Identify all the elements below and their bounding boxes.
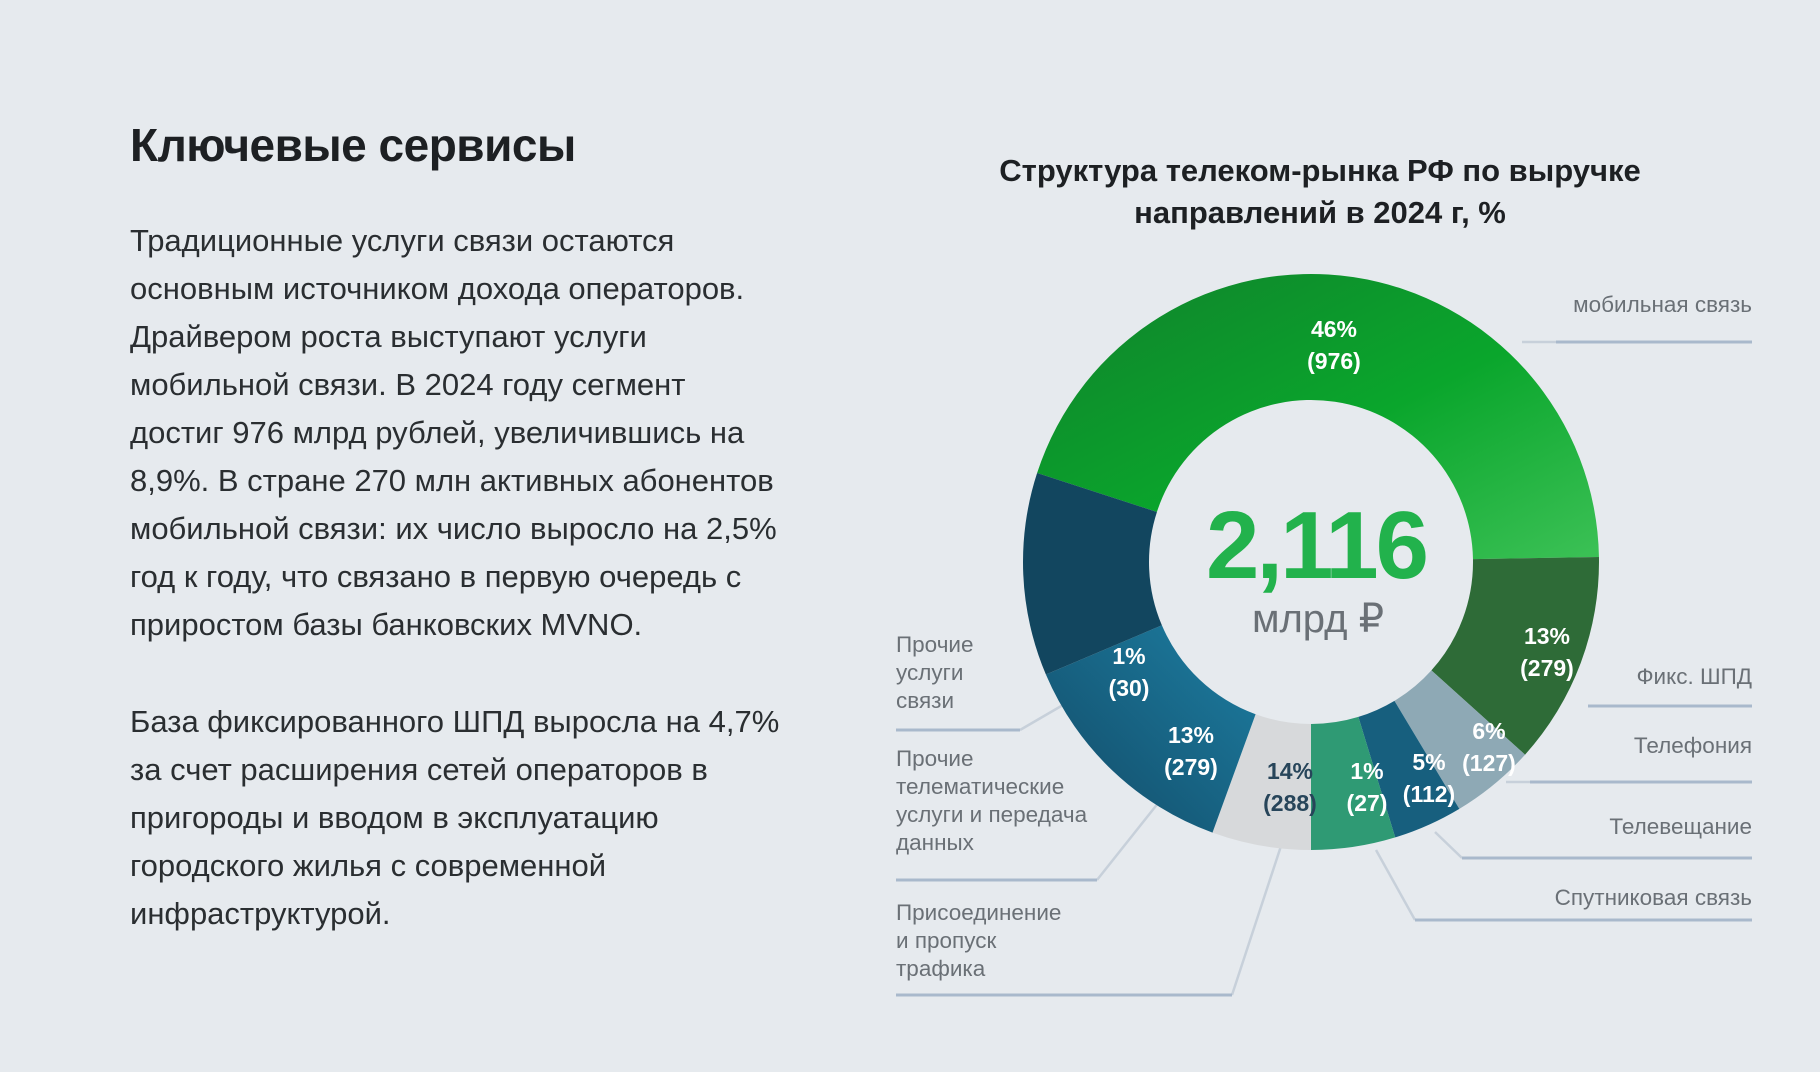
category-label: Фикс. ШПД — [1636, 664, 1752, 689]
text-line: пригороды и вводом в эксплуатацию — [130, 800, 659, 835]
segment-percent: 6% — [1472, 718, 1505, 744]
body-paragraph-1: Традиционные услуги связи остаются основ… — [130, 217, 830, 649]
segment-percent: 13% — [1524, 623, 1570, 649]
donut-segments — [1023, 273, 1600, 850]
segment-label: 13% (279) — [1164, 722, 1218, 780]
chart-title-line: Структура телеком-рынка РФ по выручке — [999, 153, 1641, 188]
category-label-line: телематические — [896, 774, 1064, 799]
segment-value: (30) — [1109, 675, 1150, 701]
segment-percent: 13% — [1168, 722, 1214, 748]
body-paragraph-2: База фиксированного ШПД выросла на 4,7% … — [130, 698, 830, 938]
category-label: Присоединение и пропуск трафика — [896, 900, 1061, 981]
segment-tv — [1358, 700, 1460, 838]
segment-percent: 5% — [1412, 749, 1445, 775]
segment-value: (112) — [1403, 781, 1455, 807]
text-line: достиг 976 млрд рублей, увеличившись на — [130, 415, 745, 450]
category-label-line: услуги — [896, 660, 963, 685]
category-label-line: данных — [896, 830, 975, 855]
category-label-line: Присоединение — [896, 900, 1061, 925]
chart-title: Структура телеком-рынка РФ по выручке на… — [940, 150, 1700, 234]
segment-label: 1% (30) — [1109, 643, 1150, 701]
category-label-line: Фикс. ШПД — [1636, 664, 1752, 689]
leader-line — [1096, 796, 1164, 881]
text-line: основным источником дохода операторов. — [130, 271, 745, 306]
segment-value: (976) — [1307, 348, 1361, 374]
text-line: Традиционные услуги связи остаются — [130, 223, 675, 258]
chart-title-line: направлений в 2024 г, % — [1134, 195, 1506, 230]
category-label-line: и пропуск — [896, 928, 996, 953]
category-label-line: Телефония — [1634, 733, 1752, 758]
text-line: за счет расширения сетей операторов в — [130, 752, 708, 787]
segment-percent: 14% — [1267, 758, 1313, 784]
segment-label: 14% (288) — [1263, 758, 1317, 816]
text-line: инфраструктурой. — [130, 896, 391, 931]
category-label-line: трафика — [896, 956, 986, 981]
segment-percent: 46% — [1311, 316, 1357, 342]
category-label: Телевещание — [1609, 814, 1752, 839]
leader-line — [1374, 849, 1417, 921]
category-label-line: Спутниковая связь — [1555, 885, 1752, 910]
segment-label: 5% (112) — [1403, 749, 1455, 807]
category-label-line: Прочие — [896, 746, 974, 771]
segment-label: 6% (127) — [1462, 718, 1516, 776]
center-total-value: 2,116 — [1206, 492, 1426, 599]
text-line: городского жилья с современной — [130, 848, 607, 883]
category-label-line: услуги и передача — [896, 802, 1088, 827]
segment-label: 1% (27) — [1347, 758, 1388, 816]
text-line: База фиксированного ШПД выросла на 4,7% — [130, 704, 780, 739]
segment-value: (127) — [1462, 750, 1516, 776]
segment-other-telematic — [1045, 625, 1256, 833]
segment-value: (279) — [1520, 655, 1574, 681]
category-label-line: Прочие — [896, 632, 974, 657]
segment-other-services — [1023, 473, 1162, 675]
category-label: мобильная связь — [1573, 292, 1752, 317]
category-label: Спутниковая связь — [1555, 885, 1752, 910]
category-label-line: Телевещание — [1609, 814, 1752, 839]
segment-percent: 1% — [1350, 758, 1383, 784]
segment-telephony — [1394, 670, 1526, 809]
category-label: Прочие услуги связи — [896, 632, 974, 713]
category-label: Телефония — [1634, 733, 1752, 758]
segment-value: (279) — [1164, 754, 1218, 780]
segment-interconnect — [1212, 714, 1311, 850]
segment-percent: 1% — [1112, 643, 1145, 669]
leader-lines — [896, 340, 1752, 997]
segment-satellite — [1311, 716, 1396, 850]
text-line: мобильной связи. В 2024 году сегмент — [130, 367, 686, 402]
segment-labels: 46% (976) 13% (279) 6% (127) 5% (112) 1% (27) 14% (… — [1109, 316, 1574, 816]
segment-value: (27) — [1347, 790, 1388, 816]
category-label-line: мобильная связь — [1573, 292, 1752, 317]
text-line: 8,9%. В стране 270 млн активных абоненто… — [130, 463, 774, 498]
text-line: мобильной связи: их число выросло на 2,5… — [130, 511, 777, 546]
category-labels: мобильная связь Фикс. ШПД Телефония Телевещ… — [896, 292, 1752, 981]
text-line: год к году, что связано в первую очередь… — [130, 559, 742, 594]
segment-label: 13% (279) — [1520, 623, 1574, 681]
segment-value: (288) — [1263, 790, 1317, 816]
segment-label: 46% (976) — [1307, 316, 1361, 374]
segment-fixed-broadband — [1431, 556, 1600, 755]
leader-line — [1434, 831, 1463, 859]
category-label-line: связи — [896, 688, 954, 713]
page-title: Ключевые сервисы — [130, 119, 576, 171]
text-line: Драйвером роста выступают услуги — [130, 319, 647, 354]
text-line: приростом базы банковских MVNO. — [130, 607, 643, 642]
leader-line — [1230, 845, 1283, 996]
category-label: Прочие телематические услуги и передача дан… — [896, 746, 1088, 855]
segment-mobile — [1037, 273, 1599, 560]
center-total-unit: млрд ₽ — [1252, 597, 1384, 641]
